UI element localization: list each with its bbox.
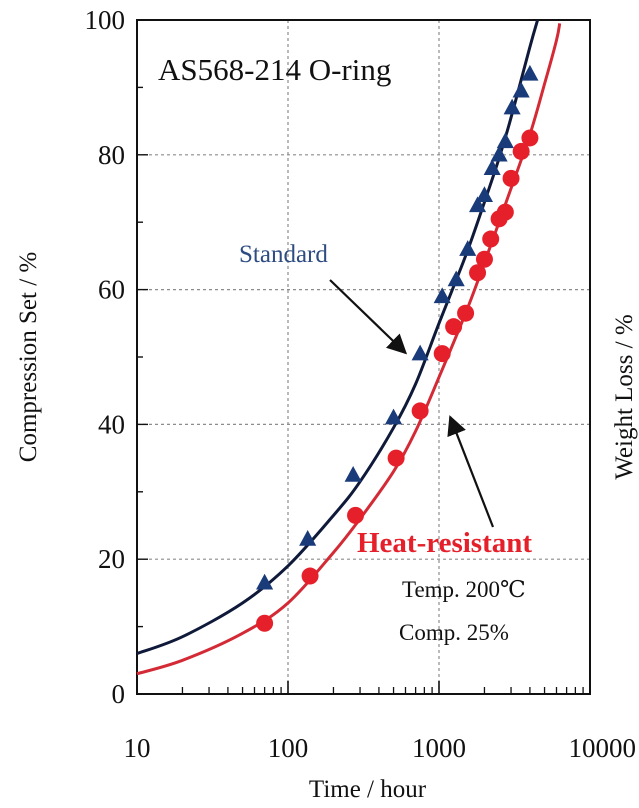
heat-resistant-data-point bbox=[469, 264, 487, 282]
heat-resistant-data-point bbox=[496, 203, 514, 221]
standard-data-point bbox=[447, 270, 465, 287]
standard-series-label: Standard bbox=[239, 241, 328, 268]
y-tick-label: 80 bbox=[98, 140, 125, 170]
x-tick-label: 10000 bbox=[569, 733, 637, 763]
y-tick-label: 100 bbox=[85, 5, 126, 35]
standard-data-point bbox=[384, 408, 403, 425]
y-axis-label: Compression Set / % bbox=[15, 252, 42, 462]
standard-data-point bbox=[483, 159, 501, 176]
standard-fit-curve bbox=[136, 19, 540, 656]
x-tick-label: 1000 bbox=[412, 733, 466, 763]
heat-resistant-data-point bbox=[387, 449, 405, 467]
standard-data-point bbox=[521, 64, 539, 81]
fit-curves bbox=[136, 19, 562, 676]
y-tick-label: 20 bbox=[98, 544, 125, 574]
right-axis-label-cropped: Weight Loss / % bbox=[611, 314, 638, 479]
compression-note: Comp. 25% bbox=[399, 620, 509, 645]
standard-data-point bbox=[496, 132, 514, 149]
standard-data-point bbox=[490, 145, 508, 162]
heat-resistant-data-point bbox=[482, 230, 500, 248]
heat-resistant-data-point bbox=[512, 142, 530, 160]
heat-resistant-data-point bbox=[457, 304, 475, 322]
heat-resistant-series-label: Heat-resistant bbox=[357, 527, 532, 559]
heat-resistant-arrow bbox=[447, 415, 495, 528]
x-tick-labels: 10 100 1000 10000 bbox=[124, 733, 637, 763]
heat-resistant-data-point bbox=[411, 402, 429, 420]
standard-data-point bbox=[299, 529, 317, 546]
temperature-note: Temp. 200℃ bbox=[402, 577, 526, 602]
heat-resistant-data-point bbox=[256, 614, 274, 632]
chart-title: AS568-214 O-ring bbox=[158, 52, 391, 87]
standard-data-point bbox=[344, 465, 362, 482]
y-tick-label: 60 bbox=[98, 275, 125, 305]
standard-data-point bbox=[433, 287, 451, 304]
standard-data-point bbox=[503, 98, 521, 115]
heat-resistant-data-point bbox=[445, 318, 463, 336]
standard-arrow bbox=[329, 279, 408, 355]
heat-resistant-data-point bbox=[301, 567, 319, 585]
heat-resistant-data-point bbox=[502, 169, 520, 187]
standard-data-point bbox=[459, 240, 477, 256]
y-tick-labels: 0 20 40 60 80 100 bbox=[85, 5, 126, 709]
standard-data-point bbox=[475, 186, 494, 202]
standard-data-point bbox=[256, 573, 274, 590]
standard-data-point bbox=[512, 81, 530, 98]
standard-data-point bbox=[468, 196, 487, 213]
heat-resistant-data-point bbox=[521, 129, 539, 147]
y-tick-label: 40 bbox=[98, 409, 125, 439]
plot-frame bbox=[136, 19, 591, 695]
heat-resistant-data-point bbox=[433, 345, 451, 363]
standard-data-point bbox=[411, 344, 429, 361]
heat-resistant-data-point bbox=[475, 250, 493, 268]
heat-resistant-data-point bbox=[347, 506, 365, 524]
x-tick-label: 10 bbox=[124, 733, 151, 763]
y-tick-label: 0 bbox=[112, 679, 126, 709]
data-points bbox=[256, 64, 539, 632]
x-axis-label: Time / hour bbox=[309, 776, 427, 803]
x-tick-label: 100 bbox=[268, 733, 309, 763]
